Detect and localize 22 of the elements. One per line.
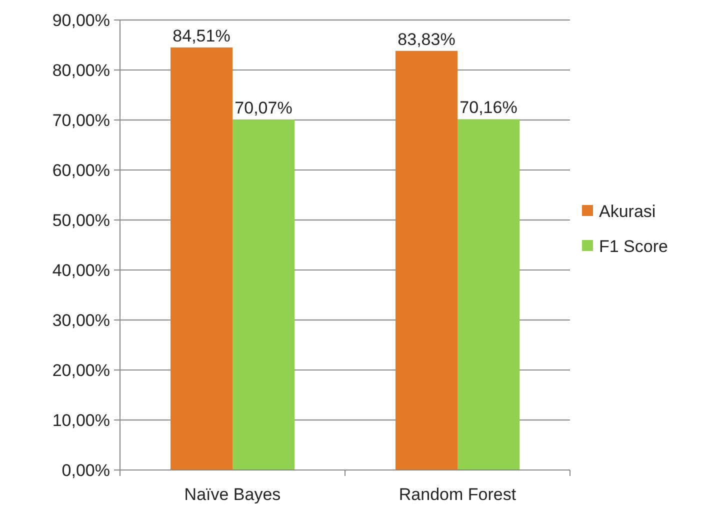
data-label: 83,83% [398,30,456,49]
y-tick-label: 10,00% [52,410,110,430]
y-tick-label: 80,00% [52,60,110,80]
data-label: 70,16% [460,98,518,118]
legend-label: Akurasi [599,202,656,221]
y-tick-label: 40,00% [52,260,110,280]
y-tick-label: 30,00% [52,310,110,330]
y-tick-label: 60,00% [52,160,110,180]
x-tick-label: Random Forest [398,485,516,504]
y-tick-label: 20,00% [52,360,110,380]
bar [396,50,458,470]
x-tick-label: Naïve Bayes [184,485,281,504]
y-tick-label: 70,00% [52,110,110,130]
y-tick-label: 50,00% [52,210,110,230]
bar [170,47,232,470]
bar [232,120,294,470]
y-tick-label: 0,00% [62,460,110,480]
bar [458,119,520,470]
data-label: 70,07% [234,98,292,118]
y-tick-label: 90,00% [52,10,110,30]
data-label: 84,51% [172,26,230,46]
legend-label: F1 Score [599,236,668,256]
